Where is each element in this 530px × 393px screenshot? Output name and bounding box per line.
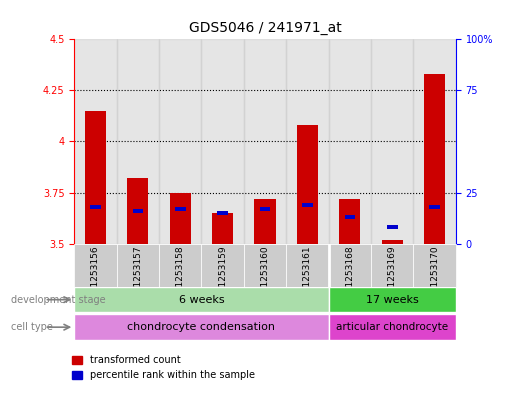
- Bar: [175, 207, 186, 211]
- Bar: [339, 199, 360, 244]
- Text: articular chondrocyte: articular chondrocyte: [336, 322, 448, 332]
- FancyBboxPatch shape: [74, 287, 329, 312]
- Text: GSM1253169: GSM1253169: [388, 246, 396, 307]
- FancyBboxPatch shape: [74, 314, 329, 340]
- Text: GSM1253161: GSM1253161: [303, 246, 312, 307]
- FancyBboxPatch shape: [244, 244, 286, 287]
- Bar: [387, 225, 398, 230]
- Bar: [201, 39, 244, 244]
- Bar: [74, 39, 117, 244]
- Text: 17 weeks: 17 weeks: [366, 295, 419, 305]
- Text: GSM1253170: GSM1253170: [430, 246, 439, 307]
- Bar: [413, 39, 456, 244]
- Bar: [260, 207, 270, 211]
- Bar: [90, 205, 101, 209]
- Bar: [286, 39, 329, 244]
- Text: cell type: cell type: [11, 322, 52, 332]
- Bar: [212, 213, 233, 244]
- Text: GSM1253157: GSM1253157: [134, 246, 142, 307]
- Bar: [371, 39, 413, 244]
- FancyBboxPatch shape: [74, 244, 117, 287]
- Bar: [344, 215, 355, 219]
- Bar: [159, 39, 201, 244]
- Text: GSM1253160: GSM1253160: [261, 246, 269, 307]
- Text: chondrocyte condensation: chondrocyte condensation: [127, 322, 276, 332]
- Bar: [424, 74, 445, 244]
- FancyBboxPatch shape: [413, 244, 456, 287]
- Bar: [302, 203, 313, 207]
- Text: 6 weeks: 6 weeks: [179, 295, 224, 305]
- Bar: [244, 39, 286, 244]
- Bar: [170, 193, 191, 244]
- Bar: [382, 240, 403, 244]
- FancyBboxPatch shape: [329, 287, 456, 312]
- FancyBboxPatch shape: [159, 244, 201, 287]
- Text: GSM1253158: GSM1253158: [176, 246, 184, 307]
- Bar: [297, 125, 318, 244]
- Bar: [429, 205, 440, 209]
- Text: GSM1253159: GSM1253159: [218, 246, 227, 307]
- Text: GSM1253156: GSM1253156: [91, 246, 100, 307]
- FancyBboxPatch shape: [329, 314, 456, 340]
- Bar: [132, 209, 143, 213]
- Bar: [127, 178, 148, 244]
- FancyBboxPatch shape: [371, 244, 413, 287]
- Bar: [117, 39, 159, 244]
- FancyBboxPatch shape: [329, 244, 371, 287]
- FancyBboxPatch shape: [201, 244, 244, 287]
- FancyBboxPatch shape: [286, 244, 329, 287]
- Bar: [254, 199, 276, 244]
- Bar: [217, 211, 228, 215]
- Text: GSM1253168: GSM1253168: [346, 246, 354, 307]
- Legend: transformed count, percentile rank within the sample: transformed count, percentile rank withi…: [68, 352, 259, 384]
- FancyBboxPatch shape: [117, 244, 159, 287]
- Bar: [85, 111, 106, 244]
- Bar: [329, 39, 371, 244]
- Title: GDS5046 / 241971_at: GDS5046 / 241971_at: [189, 22, 341, 35]
- Text: development stage: development stage: [11, 295, 105, 305]
